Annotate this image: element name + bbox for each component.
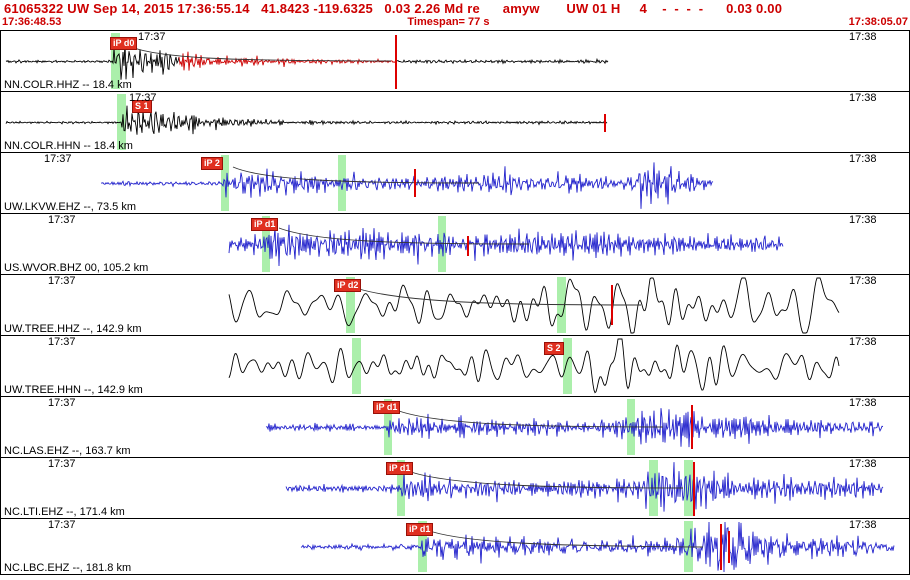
seismogram-waveform [5, 41, 609, 80]
pick-window-highlight[interactable] [563, 338, 572, 394]
time-tick-left: 17:37 [48, 214, 76, 226]
amplitude-marker[interactable] [395, 35, 397, 89]
amplitude-marker[interactable] [414, 169, 416, 197]
station-label: NN.COLR.HHN -- 18.4 km [4, 140, 133, 152]
amplitude-marker[interactable] [693, 462, 695, 516]
trace-row-6[interactable]: S 2 17:37 17:38 UW.TREE.HHN --, 142.9 km [1, 336, 909, 397]
seismogram-waveform [228, 224, 784, 267]
window-end-time: 17:38:05.07 [848, 16, 908, 28]
seismogram-waveform [300, 521, 895, 573]
time-tick-left: 17:37 [138, 31, 166, 43]
time-tick-left: 17:37 [48, 397, 76, 409]
phase-pick-flag[interactable]: iP d1 [386, 462, 414, 475]
trace-row-8[interactable]: iP d1 17:37 17:38 NC.LTI.EHZ --, 171.4 km [1, 458, 909, 519]
pick-window-highlight[interactable] [352, 338, 361, 394]
time-tick-right: 17:38 [849, 92, 877, 104]
coda-decay-curve [278, 227, 530, 245]
coda-decay-curve [358, 288, 642, 306]
station-label: UW.TREE.HHZ --, 142.9 km [4, 323, 142, 335]
trace-row-1[interactable]: iP d0 17:37 17:38 NN.COLR.HHZ -- 18.4 km [1, 31, 909, 92]
phase-pick-flag[interactable]: iP d2 [334, 279, 362, 292]
time-tick-right: 17:38 [849, 275, 877, 287]
phase-pick-flag[interactable]: iP d1 [406, 523, 434, 536]
coda-decay-curve [432, 531, 704, 548]
time-tick-left: 17:37 [48, 336, 76, 348]
trace-row-3[interactable]: iP 2 17:37 17:38 UW.LKVW.EHZ --, 73.5 km [1, 153, 909, 214]
trace-row-2[interactable]: S 1 17:37 17:38 NN.COLR.HHN -- 18.4 km [1, 92, 909, 153]
time-tick-left: 17:37 [44, 153, 72, 165]
seismogram-waveform [228, 277, 840, 334]
time-tick-right: 17:38 [849, 519, 877, 531]
time-tick-right: 17:38 [849, 336, 877, 348]
coda-decay-curve [398, 410, 664, 428]
window-start-time: 17:36:48.53 [2, 16, 62, 28]
station-label: NN.COLR.HHZ -- 18.4 km [4, 79, 132, 91]
time-tick-left: 17:37 [129, 92, 157, 104]
seismogram-waveform [285, 462, 884, 512]
trace-row-9[interactable]: iP d1 17:37 17:38 NC.LBC.EHZ --, 181.8 km [1, 519, 909, 575]
seismogram-waveform [5, 105, 608, 135]
pick-window-highlight[interactable] [338, 155, 346, 211]
amplitude-marker[interactable] [611, 285, 613, 325]
station-label: UW.LKVW.EHZ --, 73.5 km [4, 201, 137, 213]
station-label: US.WVOR.BHZ 00, 105.2 km [4, 262, 149, 274]
time-tick-left: 17:37 [48, 275, 76, 287]
phase-pick-flag[interactable]: iP d1 [373, 401, 401, 414]
trace-row-5[interactable]: iP d2 17:37 17:38 UW.TREE.HHZ --, 142.9 km [1, 275, 909, 336]
phase-pick-flag[interactable]: iP 2 [201, 157, 223, 170]
header-bar: 61065322 UW Sep 14, 2015 17:36:55.14 41.… [0, 0, 910, 30]
station-label: NC.LAS.EHZ --, 163.7 km [4, 445, 131, 457]
station-label: NC.LTI.EHZ --, 171.4 km [4, 506, 125, 518]
phase-pick-flag[interactable]: S 1 [132, 100, 152, 113]
amplitude-marker[interactable] [720, 524, 722, 570]
amplitude-marker[interactable] [691, 405, 693, 449]
pick-window-highlight[interactable] [346, 277, 355, 333]
time-tick-left: 17:37 [48, 458, 76, 470]
trace-row-4[interactable]: iP d1 17:37 17:38 US.WVOR.BHZ 00, 105.2 km [1, 214, 909, 275]
seismogram-waveform [228, 338, 840, 394]
phase-pick-flag[interactable]: iP d0 [110, 37, 138, 50]
time-tick-right: 17:38 [849, 458, 877, 470]
coda-decay-curve [126, 44, 392, 62]
coda-decay-curve [410, 471, 684, 489]
time-tick-right: 17:38 [849, 31, 877, 43]
time-tick-right: 17:38 [849, 214, 877, 226]
event-summary: 61065322 UW Sep 14, 2015 17:36:55.14 41.… [4, 1, 783, 16]
timespan-label: Timespan= 77 s [407, 16, 490, 28]
time-tick-right: 17:38 [849, 153, 877, 165]
amplitude-marker[interactable] [467, 236, 469, 256]
coda-decay-curve [232, 166, 480, 184]
phase-pick-flag[interactable]: S 2 [544, 342, 564, 355]
station-label: NC.LBC.EHZ --, 181.8 km [4, 562, 132, 574]
time-window-bar: 17:36:48.53 Timespan= 77 s 17:38:05.07 [0, 16, 910, 29]
trace-panels: iP d0 17:37 17:38 NN.COLR.HHZ -- 18.4 km S 1… [0, 30, 910, 575]
amplitude-marker[interactable] [604, 114, 606, 132]
phase-pick-flag[interactable]: iP d1 [251, 218, 279, 231]
seismogram-waveform [100, 162, 714, 209]
seismogram-waveform [265, 408, 884, 448]
pick-window-highlight[interactable] [111, 33, 120, 89]
station-label: UW.TREE.HHN --, 142.9 km [4, 384, 143, 396]
time-tick-right: 17:38 [849, 397, 877, 409]
trace-row-7[interactable]: iP d1 17:37 17:38 NC.LAS.EHZ --, 163.7 km [1, 397, 909, 458]
time-tick-left: 17:37 [48, 519, 76, 531]
amplitude-marker[interactable] [728, 531, 730, 563]
pick-window-highlight[interactable] [117, 94, 126, 150]
